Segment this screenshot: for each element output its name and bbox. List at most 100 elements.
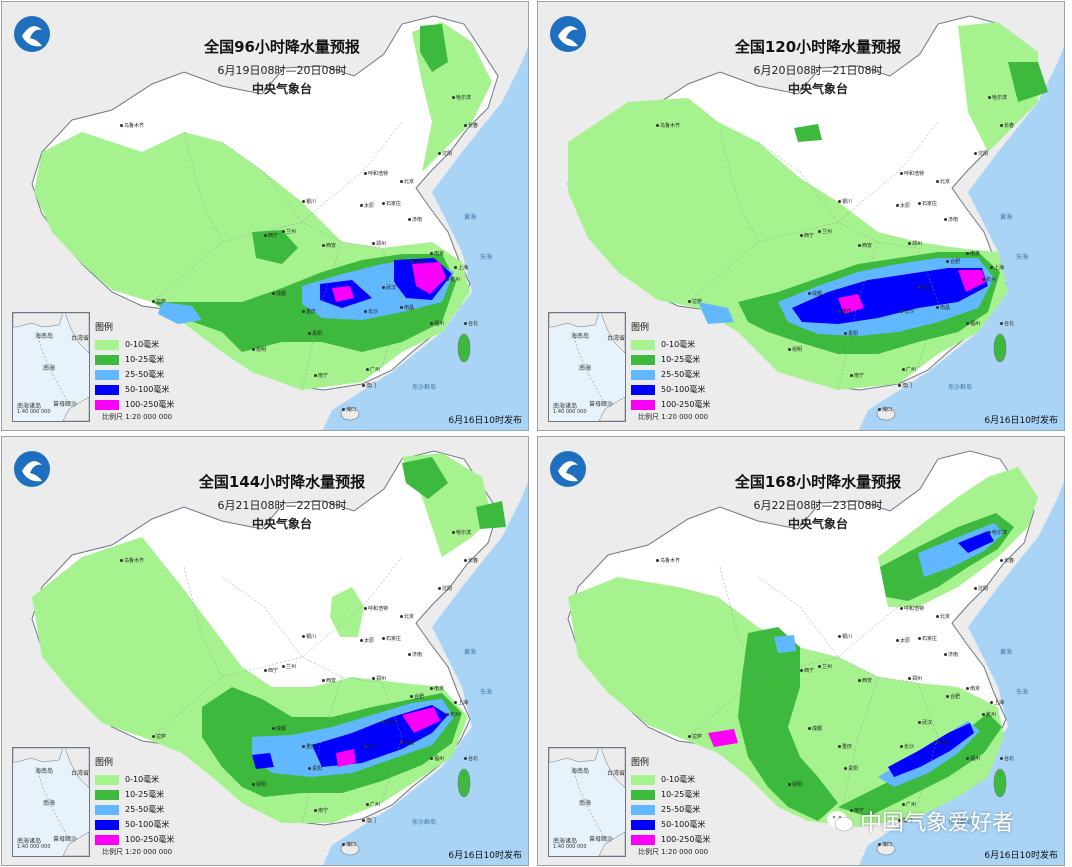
city-label: 长春: [464, 557, 478, 564]
panel-title: 全国168小时降水量预报: [734, 473, 902, 491]
inset-title: 南海诸岛: [17, 838, 42, 845]
city-label: 澳门: [898, 382, 912, 389]
inset-scale: 1:40 000 000: [553, 409, 587, 415]
city-label: 成都: [808, 290, 822, 297]
legend-label: 100-250毫米: [125, 400, 175, 409]
legend-label: 25-50毫米: [125, 805, 165, 814]
city-label: 西宁: [264, 232, 278, 239]
inset-label: 海南岛: [35, 768, 54, 775]
forecast-panel: 全国96小时降水量预报 6月19日08时—20日08时 中央气象台 乌鲁木齐 哈尔滨 长春…: [1, 1, 529, 431]
legend-title: 图例: [631, 758, 650, 768]
sea-label: 东海: [1016, 254, 1029, 261]
issue-time: 6月16日10时发布: [984, 416, 1058, 426]
legend-swatch: [95, 834, 119, 845]
city-label: 昆明: [788, 781, 802, 788]
city-label: 哈尔滨: [452, 94, 471, 101]
legend-item: 10-25毫米: [628, 352, 718, 367]
city-label: 济南: [944, 216, 958, 223]
taiwan-island: [993, 768, 1007, 798]
legend-swatch: [95, 384, 119, 395]
rain-area-rain-100-250: [336, 749, 356, 767]
city-label: 太原: [896, 202, 910, 209]
wechat-icon: [827, 811, 854, 832]
city-label: 郑州: [372, 675, 386, 682]
issuing-agency: 中央气象台: [251, 517, 312, 531]
city-label: 广州: [366, 366, 380, 373]
inset-label: 曾母暗沙: [589, 836, 614, 843]
legend-label: 0-10毫米: [125, 775, 160, 784]
rain-area-rain-25-50: [774, 635, 796, 653]
city-label: 福州: [966, 320, 980, 327]
legend-swatch: [95, 399, 119, 410]
legend-label: 10-25毫米: [125, 790, 165, 799]
city-label: 重庆: [302, 743, 316, 750]
inset-scale: 1:40 000 000: [17, 409, 51, 415]
cma-logo-icon: [548, 14, 588, 54]
legend-swatch: [95, 819, 119, 830]
legend-item: 25-50毫米: [92, 367, 182, 382]
sea-label: 东沙群岛: [948, 384, 973, 391]
legend-label: 50-100毫米: [661, 385, 706, 394]
city-label: 兰州: [282, 663, 296, 670]
city-label: 哈尔滨: [452, 529, 471, 536]
inset-label: 台湾省: [71, 335, 90, 342]
rain-area-rain-10-25: [420, 24, 448, 72]
inset-label: 南海: [43, 800, 56, 807]
city-label: 上海: [990, 699, 1004, 706]
city-label: 西宁: [800, 667, 814, 674]
legend-label: 100-250毫米: [661, 835, 711, 844]
city-label: 昆明: [788, 346, 802, 353]
city-label: 银川: [302, 633, 316, 640]
cma-logo-icon: [12, 14, 52, 54]
city-label: 杭州: [982, 276, 996, 283]
city-label: 哈尔滨: [988, 529, 1007, 536]
sea-label: 黄海: [1000, 214, 1013, 221]
inset-label: 南海: [579, 800, 592, 807]
city-label: 呼和浩特: [900, 170, 924, 177]
rain-area-rain-10-25: [794, 124, 822, 142]
city-label: 北京: [936, 178, 950, 185]
city-label: 西宁: [264, 667, 278, 674]
city-label: 武汉: [382, 284, 396, 291]
city-label: 拉萨: [688, 733, 702, 740]
issue-time: 6月16日10时发布: [984, 851, 1058, 861]
legend-item: 50-100毫米: [628, 382, 718, 397]
south-china-sea-inset: 海南岛 台湾省 南海 曾母暗沙 南海诸岛 1:40 000 000: [12, 312, 90, 422]
taiwan-island: [457, 333, 471, 363]
rain-area-rain-100-250: [708, 729, 738, 747]
legend-swatch: [631, 774, 655, 785]
issue-time: 6月16日10时发布: [448, 416, 522, 426]
south-china-sea-inset: 海南岛 台湾省 南海 曾母暗沙 南海诸岛 1:40 000 000: [12, 747, 90, 857]
city-label: 广州: [902, 801, 916, 808]
legend-label: 100-250毫米: [125, 835, 175, 844]
legend-swatch: [95, 774, 119, 785]
city-label: 广州: [366, 801, 380, 808]
city-label: 合肥: [946, 258, 960, 265]
city-label: 太原: [360, 637, 374, 644]
inset-scale: 1:40 000 000: [553, 844, 587, 850]
forecast-panel: 全国168小时降水量预报 6月22日08时—23日08时 中央气象台 乌鲁木齐 哈尔滨长…: [537, 436, 1065, 866]
legend-swatch: [631, 369, 655, 380]
legend-label: 100-250毫米: [661, 400, 711, 409]
legend-swatch: [631, 339, 655, 350]
panel-title: 全国96小时降水量预报: [204, 38, 360, 56]
province-borders: [151, 556, 403, 826]
rain-area-rain-50-100: [958, 531, 994, 553]
legend-swatch: [631, 789, 655, 800]
precipitation-map: [2, 2, 528, 430]
city-label: 澳门: [898, 817, 912, 824]
south-china-sea-inset: 海南岛 台湾省 南海 曾母暗沙 南海诸岛 1:40 000 000: [548, 747, 626, 857]
city-label: 长沙: [364, 308, 378, 315]
sea-label: 东海: [480, 689, 493, 696]
city-label: 海口: [878, 406, 892, 413]
city-label: 西安: [858, 242, 872, 249]
legend-swatch: [631, 804, 655, 815]
city-label: 郑州: [908, 240, 922, 247]
city-label: 重庆: [838, 308, 852, 315]
inset-label: 南海: [43, 365, 56, 372]
city-label: 昆明: [252, 346, 266, 353]
city-label: 西宁: [800, 232, 814, 239]
city-label: 北京: [936, 613, 950, 620]
city-label: 拉萨: [688, 298, 702, 305]
legend-item: 100-250毫米: [92, 397, 182, 412]
